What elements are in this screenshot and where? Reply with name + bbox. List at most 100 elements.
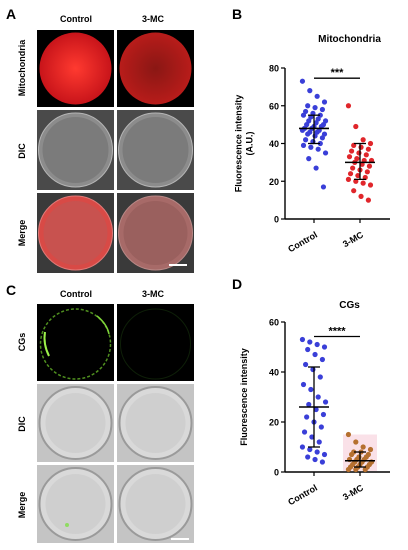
- data-point: [364, 169, 370, 175]
- data-point: [314, 341, 320, 348]
- data-point: [365, 197, 371, 203]
- image-cgs-control: [37, 304, 114, 381]
- row-label-cgs: CGs: [17, 332, 27, 352]
- data-point: [307, 446, 313, 453]
- y-axis-label: Fluorescence intensity: [234, 95, 244, 193]
- data-point: [303, 108, 309, 115]
- image-mito-control: [37, 30, 114, 107]
- x-tick-label: Control: [286, 230, 319, 255]
- data-point: [305, 454, 311, 460]
- data-point: [303, 137, 309, 143]
- data-point: [314, 449, 320, 455]
- data-point: [319, 459, 325, 465]
- data-point: [345, 466, 352, 473]
- data-point: [358, 144, 364, 150]
- data-point: [349, 148, 355, 154]
- data-point: [299, 444, 306, 450]
- data-point: [321, 131, 328, 137]
- data-point: [346, 154, 353, 160]
- data-point: [358, 193, 364, 199]
- data-point: [314, 129, 320, 135]
- y-tick-label: 20: [269, 177, 279, 187]
- significance-label: ****: [328, 326, 346, 338]
- data-point: [306, 156, 312, 162]
- y-tick-label: 0: [274, 468, 279, 478]
- data-point: [308, 386, 314, 393]
- data-point: [321, 344, 328, 350]
- data-point: [312, 456, 318, 463]
- data-point: [366, 163, 373, 169]
- data-point: [299, 78, 306, 84]
- data-point: [353, 123, 359, 130]
- x-tick-label: 3-MC: [341, 482, 365, 502]
- image-cgs-3mc: [117, 304, 194, 381]
- data-point: [356, 150, 362, 156]
- data-point: [349, 451, 355, 458]
- data-point: [306, 401, 312, 408]
- data-point: [315, 394, 321, 400]
- chart-title: Mitochondria: [318, 34, 381, 45]
- data-point: [362, 466, 368, 473]
- data-point: [300, 381, 307, 388]
- data-point: [313, 165, 319, 171]
- data-point: [360, 444, 366, 450]
- image-dic-3mc-c: [117, 384, 194, 462]
- data-point: [310, 366, 316, 373]
- data-point: [305, 131, 311, 137]
- significance-label: ***: [331, 67, 345, 79]
- data-point: [309, 434, 315, 440]
- x-tick-label: 3-MC: [341, 229, 365, 249]
- col-head-3mc-c: 3-MC: [142, 289, 164, 299]
- image-dic-control-c: [37, 384, 114, 462]
- mitochondria-chart: Mitochondria Fluorescence intensity (A.U.)…: [234, 34, 390, 255]
- cgs-chart: CGs Fluorescence intensity 0 20 40 60 Control 3…: [239, 300, 390, 507]
- data-point: [360, 180, 366, 186]
- data-point: [306, 118, 312, 124]
- data-point: [317, 140, 323, 147]
- data-point: [320, 184, 327, 190]
- image-dic-control-a: [37, 110, 114, 190]
- data-point: [300, 112, 307, 118]
- data-point: [317, 374, 323, 380]
- data-point: [322, 399, 329, 405]
- data-point: [320, 411, 327, 418]
- data-point: [322, 150, 329, 156]
- col-head-3mc-a: 3-MC: [142, 14, 164, 24]
- image-merge-control-a: [37, 193, 114, 273]
- data-point: [305, 103, 311, 109]
- data-point: [345, 103, 352, 109]
- image-merge-3mc-c: [117, 465, 194, 543]
- data-point: [312, 133, 318, 139]
- row-label-dic-a: DIC: [17, 143, 27, 159]
- y-tick-label: 40: [269, 139, 279, 149]
- row-label-merge-c: Merge: [17, 491, 27, 519]
- data-point: [322, 118, 329, 124]
- data-point: [345, 431, 352, 438]
- data-point: [299, 336, 306, 343]
- chart-title: CGs: [339, 300, 360, 311]
- panel-letter-a: A: [6, 6, 17, 22]
- data-point: [367, 446, 374, 453]
- data-point: [321, 99, 328, 105]
- data-point: [304, 414, 310, 420]
- data-point: [355, 172, 361, 179]
- image-merge-3mc-a: [117, 193, 194, 273]
- data-point: [367, 140, 374, 147]
- data-point: [345, 176, 352, 182]
- y-tick-label: 40: [269, 368, 279, 378]
- data-point: [313, 406, 319, 413]
- scale-bar-a: [169, 264, 187, 266]
- data-point: [316, 439, 322, 445]
- data-point: [315, 146, 321, 152]
- panel-letter-c: C: [6, 282, 17, 298]
- data-point: [317, 112, 323, 118]
- data-point: [313, 120, 319, 126]
- data-point: [300, 142, 307, 148]
- panel-letter-b: B: [232, 6, 243, 22]
- row-label-mitochondria: Mitochondria: [17, 39, 27, 97]
- image-dic-3mc-a: [117, 110, 194, 190]
- data-point: [347, 171, 354, 177]
- data-point: [314, 93, 320, 99]
- col-head-control-a: Control: [60, 14, 92, 24]
- data-point: [307, 339, 313, 345]
